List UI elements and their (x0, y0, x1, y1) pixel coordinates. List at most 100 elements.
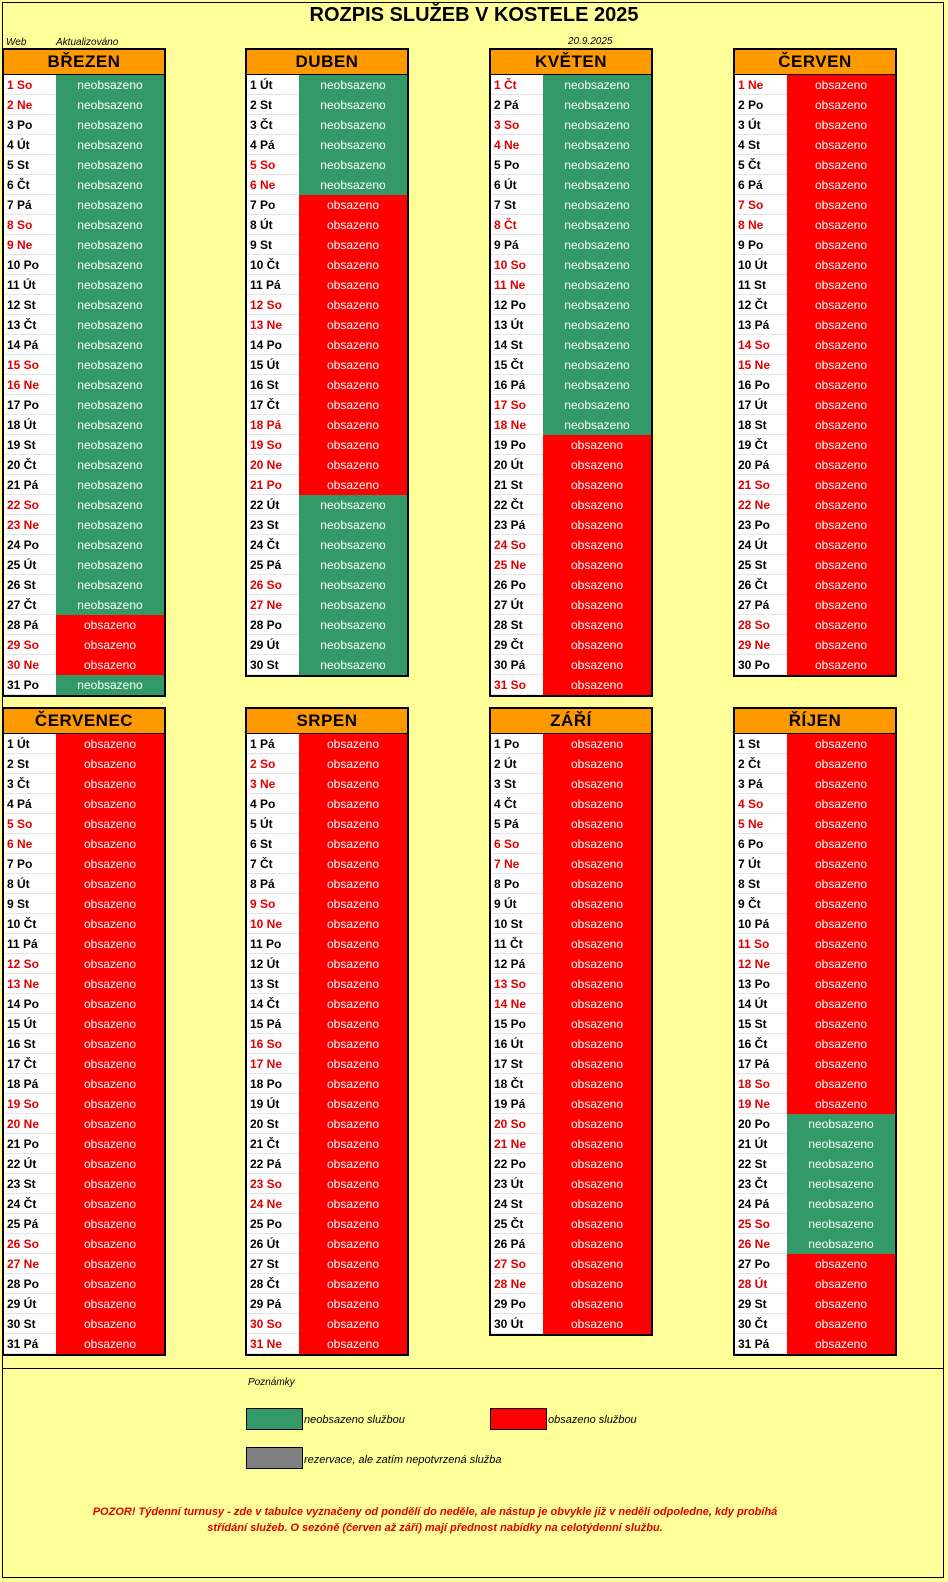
day-label: 24 Út (735, 535, 787, 555)
status-free: neobsazeno (299, 495, 407, 515)
day-label: 25 Pá (4, 1214, 56, 1234)
status-free: neobsazeno (787, 1234, 895, 1254)
day-row: 15 Ne obsazeno (735, 355, 895, 375)
day-row: 8 Po obsazeno (491, 874, 651, 894)
day-label: 29 Pá (247, 1294, 299, 1314)
status-free: neobsazeno (543, 115, 651, 135)
status-taken: obsazeno (299, 734, 407, 754)
status-taken: obsazeno (299, 1174, 407, 1194)
day-label: 1 St (735, 734, 787, 754)
day-row: 5 Po neobsazeno (491, 155, 651, 175)
status-free: neobsazeno (299, 535, 407, 555)
status-taken: obsazeno (299, 255, 407, 275)
status-taken: obsazeno (787, 195, 895, 215)
day-row: 3 Čt obsazeno (4, 774, 164, 794)
day-row: 31 Po neobsazeno (4, 675, 164, 695)
day-row: 14 Pá neobsazeno (4, 335, 164, 355)
day-row: 2 Út obsazeno (491, 754, 651, 774)
day-row: 12 Čt obsazeno (735, 295, 895, 315)
day-label: 10 Ne (247, 914, 299, 934)
day-label: 9 St (4, 894, 56, 914)
day-label: 2 Ne (4, 95, 56, 115)
status-taken: obsazeno (299, 1334, 407, 1354)
day-row: 21 So obsazeno (735, 475, 895, 495)
status-taken: obsazeno (299, 914, 407, 934)
status-taken: obsazeno (787, 315, 895, 335)
day-label: 13 Ne (4, 974, 56, 994)
status-free: neobsazeno (299, 635, 407, 655)
day-row: 11 Po obsazeno (247, 934, 407, 954)
status-taken: obsazeno (543, 954, 651, 974)
status-taken: obsazeno (787, 275, 895, 295)
day-label: 14 Ne (491, 994, 543, 1014)
day-label: 7 Pá (4, 195, 56, 215)
day-row: 14 Čt obsazeno (247, 994, 407, 1014)
day-label: 4 Ne (491, 135, 543, 155)
day-label: 18 Po (247, 1074, 299, 1094)
day-row: 24 Po neobsazeno (4, 535, 164, 555)
day-row: 24 Čt obsazeno (4, 1194, 164, 1214)
status-taken: obsazeno (787, 535, 895, 555)
status-free: neobsazeno (299, 75, 407, 95)
day-row: 8 So neobsazeno (4, 215, 164, 235)
day-row: 31 Pá obsazeno (735, 1334, 895, 1354)
day-row: 25 Pá obsazeno (4, 1214, 164, 1234)
status-free: neobsazeno (56, 375, 164, 395)
day-label: 18 Ne (491, 415, 543, 435)
status-taken: obsazeno (787, 1054, 895, 1074)
status-taken: obsazeno (56, 814, 164, 834)
day-label: 2 So (247, 754, 299, 774)
day-row: 4 Út neobsazeno (4, 135, 164, 155)
day-row: 21 Čt obsazeno (247, 1134, 407, 1154)
day-label: 24 Ne (247, 1194, 299, 1214)
day-label: 6 Pá (735, 175, 787, 195)
day-label: 1 So (4, 75, 56, 95)
month-header: DUBEN (247, 50, 407, 75)
day-label: 4 Pá (4, 794, 56, 814)
status-taken: obsazeno (56, 1194, 164, 1214)
status-taken: obsazeno (787, 754, 895, 774)
status-free: neobsazeno (56, 415, 164, 435)
status-taken: obsazeno (787, 894, 895, 914)
status-taken: obsazeno (299, 834, 407, 854)
day-row: 25 Po obsazeno (247, 1214, 407, 1234)
status-free: neobsazeno (787, 1174, 895, 1194)
day-row: 9 Čt obsazeno (735, 894, 895, 914)
day-row: 3 So neobsazeno (491, 115, 651, 135)
day-label: 29 Út (247, 635, 299, 655)
status-taken: obsazeno (56, 1134, 164, 1154)
day-label: 20 St (247, 1114, 299, 1134)
day-row: 2 Čt obsazeno (735, 754, 895, 774)
day-row: 20 Čt neobsazeno (4, 455, 164, 475)
status-taken: obsazeno (543, 1174, 651, 1194)
status-free: neobsazeno (299, 575, 407, 595)
day-row: 26 Ne neobsazeno (735, 1234, 895, 1254)
day-row: 4 St obsazeno (735, 135, 895, 155)
day-label: 8 Pá (247, 874, 299, 894)
day-label: 13 Pá (735, 315, 787, 335)
day-row: 13 Po obsazeno (735, 974, 895, 994)
status-taken: obsazeno (787, 295, 895, 315)
day-row: 24 Ne obsazeno (247, 1194, 407, 1214)
legend-free-swatch (246, 1408, 303, 1430)
day-label: 24 Čt (4, 1194, 56, 1214)
day-row: 28 Ne obsazeno (491, 1274, 651, 1294)
status-taken: obsazeno (299, 1114, 407, 1134)
day-row: 12 So obsazeno (247, 295, 407, 315)
day-row: 13 Ne obsazeno (247, 315, 407, 335)
day-label: 26 So (4, 1234, 56, 1254)
day-label: 12 Čt (735, 295, 787, 315)
day-label: 19 So (247, 435, 299, 455)
day-row: 10 Pá obsazeno (735, 914, 895, 934)
day-row: 30 Út obsazeno (491, 1314, 651, 1334)
status-taken: obsazeno (299, 195, 407, 215)
day-label: 20 So (491, 1114, 543, 1134)
status-taken: obsazeno (299, 894, 407, 914)
day-label: 25 Ne (491, 555, 543, 575)
day-label: 12 St (4, 295, 56, 315)
day-row: 9 Po obsazeno (735, 235, 895, 255)
day-row: 22 Ne obsazeno (735, 495, 895, 515)
status-taken: obsazeno (299, 1314, 407, 1334)
day-row: 22 So neobsazeno (4, 495, 164, 515)
status-taken: obsazeno (543, 515, 651, 535)
